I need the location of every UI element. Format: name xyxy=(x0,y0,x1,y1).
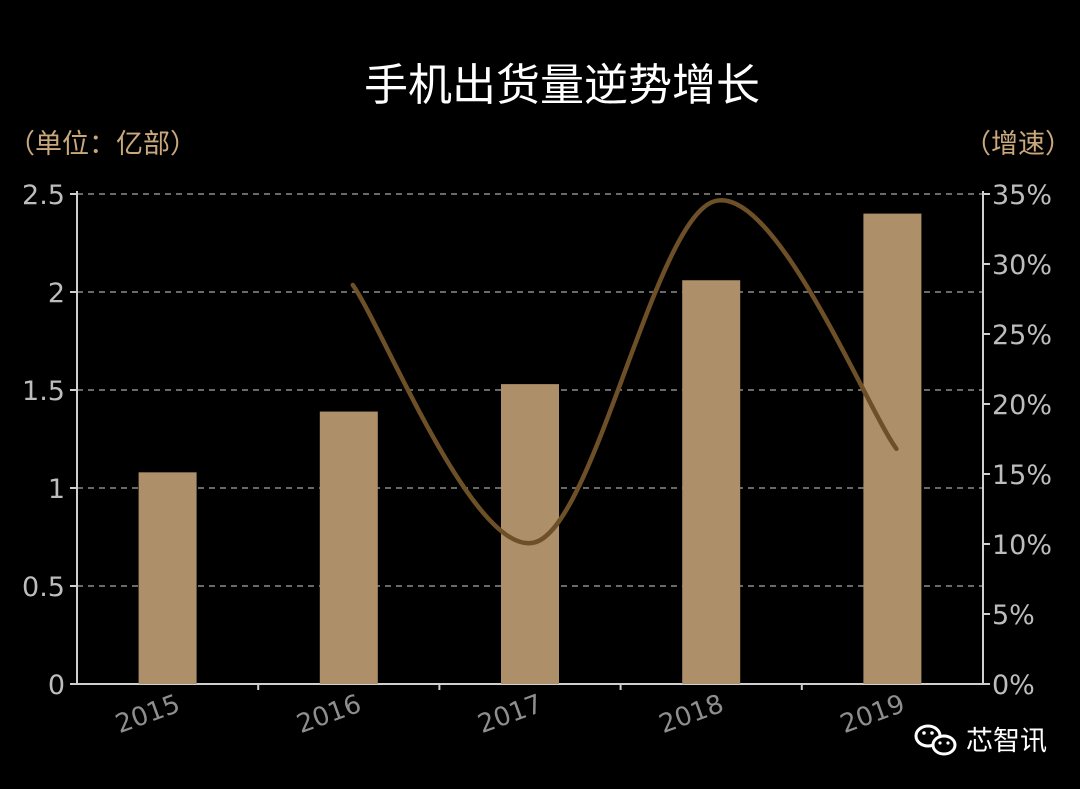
bar-2016 xyxy=(319,411,378,684)
bar-2018 xyxy=(682,280,741,684)
x-tick-label-2015: 2015 xyxy=(112,689,184,740)
watermark-text: 芯智讯 xyxy=(966,726,1047,757)
growth-line-series xyxy=(350,198,899,546)
x-tick-label-2016: 2016 xyxy=(293,689,365,740)
right-y-tick-label: 10% xyxy=(992,530,1052,561)
x-tick-label-2018: 2018 xyxy=(655,689,727,740)
growth-line xyxy=(350,198,899,546)
chart-title: 手机出货量逆势增长 xyxy=(364,60,760,111)
right-y-tick-label: 5% xyxy=(992,600,1035,631)
left-y-tick-labels: 0 0.5 1 1.5 2 2.5 xyxy=(22,180,65,701)
x-tick-label-2017: 2017 xyxy=(474,689,546,740)
right-y-tick-label: 30% xyxy=(992,250,1052,281)
left-axis-unit-label: （单位：亿部） xyxy=(8,129,197,160)
right-y-tick-label: 20% xyxy=(992,390,1052,421)
watermark: 芯智讯 xyxy=(914,724,1047,757)
right-y-tick-label: 0% xyxy=(992,670,1035,701)
left-y-tick-label: 2 xyxy=(48,278,65,309)
right-y-tick-labels: 0% 5% 10% 15% 20% 25% 30% 35% xyxy=(992,180,1052,701)
left-y-tick-label: 0 xyxy=(48,670,65,701)
x-tick-labels: 2015 2016 2017 2018 2019 xyxy=(112,689,909,740)
bar-2019 xyxy=(863,213,922,684)
left-y-tick-label: 1 xyxy=(48,474,65,505)
x-tick-label-2019: 2019 xyxy=(836,689,908,740)
left-y-tick-label: 2.5 xyxy=(22,180,65,211)
right-y-tick-label: 25% xyxy=(992,320,1052,351)
right-y-tick-label: 35% xyxy=(992,180,1052,211)
right-y-tick-label: 15% xyxy=(992,460,1052,491)
bar-series xyxy=(138,213,922,684)
bar-2015 xyxy=(138,472,197,684)
right-axis-unit-label: （增速） xyxy=(964,129,1072,160)
left-y-tick-label: 1.5 xyxy=(22,376,65,407)
left-y-tick-label: 0.5 xyxy=(22,572,65,603)
wechat-icon xyxy=(914,724,957,756)
